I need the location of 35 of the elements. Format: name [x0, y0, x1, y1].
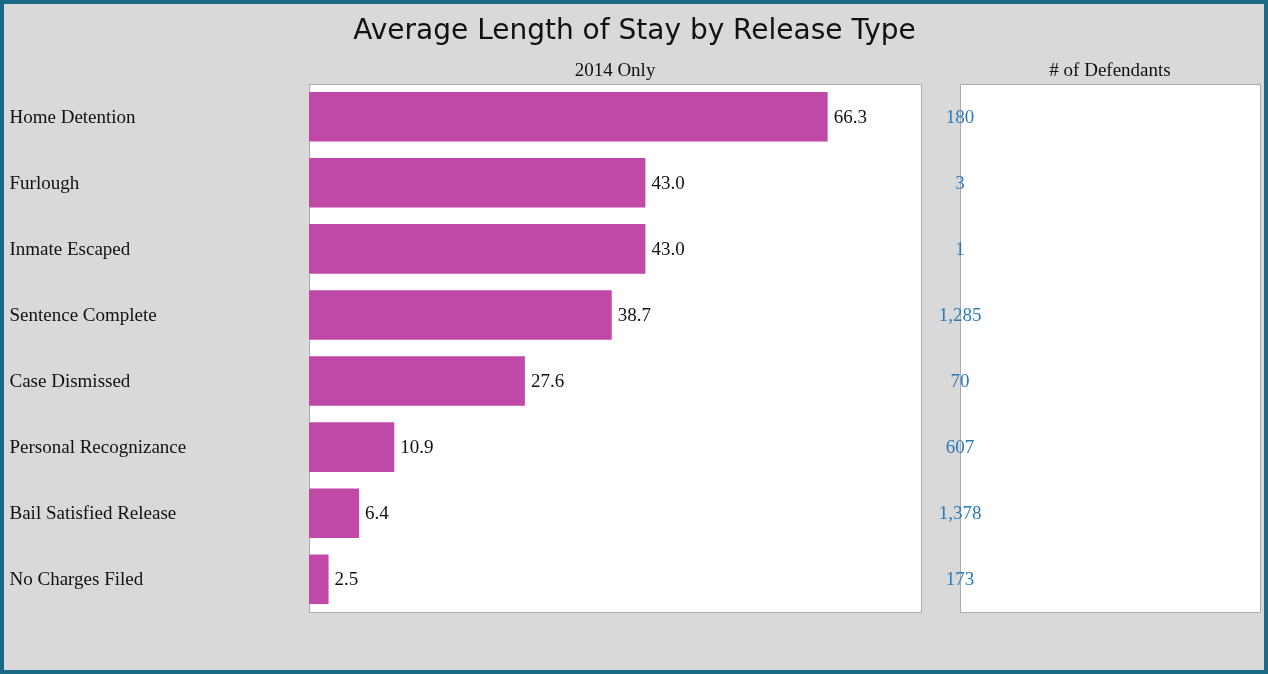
text: # of Defendants [1049, 59, 1171, 80]
chart-title: Average Length of Stay by Release Type [353, 12, 916, 46]
bar [309, 158, 646, 208]
bar [309, 290, 612, 340]
data-label: 43.0 [651, 171, 685, 193]
data-label: 6.4 [365, 502, 390, 524]
data-label: 2.5 [334, 568, 359, 590]
y-tick-label: Inmate Escaped [9, 237, 131, 259]
text: 607 [945, 436, 975, 457]
y-tick-label: Sentence Complete [9, 303, 157, 325]
text: 1,378 [938, 502, 982, 523]
data-label: 38.7 [617, 303, 651, 325]
y-tick-label: Furlough [9, 171, 80, 193]
chart-subtitle: 2014 Only [574, 59, 656, 80]
bar [309, 91, 828, 142]
text: 173 [945, 568, 975, 589]
text: 70 [950, 370, 970, 391]
text: 1 [955, 238, 965, 259]
text: 3 [955, 172, 965, 193]
bar [309, 224, 646, 274]
text: 1,285 [938, 304, 982, 325]
bar [309, 356, 525, 406]
data-label: 27.6 [530, 370, 565, 392]
y-tick-label: Bail Satisfied Release [9, 502, 177, 524]
bar [309, 488, 360, 538]
bar [309, 554, 329, 605]
y-tick-label: No Charges Filed [9, 568, 144, 590]
data-label: 66.3 [833, 105, 867, 127]
data-label: 43.0 [651, 237, 685, 259]
data-label: 10.9 [400, 436, 434, 458]
bar [309, 422, 395, 472]
y-tick-label: Case Dismissed [9, 370, 131, 392]
y-tick-label: Personal Recognizance [9, 436, 187, 458]
text: 180 [945, 106, 975, 127]
y-tick-label: Home Detention [9, 105, 137, 127]
